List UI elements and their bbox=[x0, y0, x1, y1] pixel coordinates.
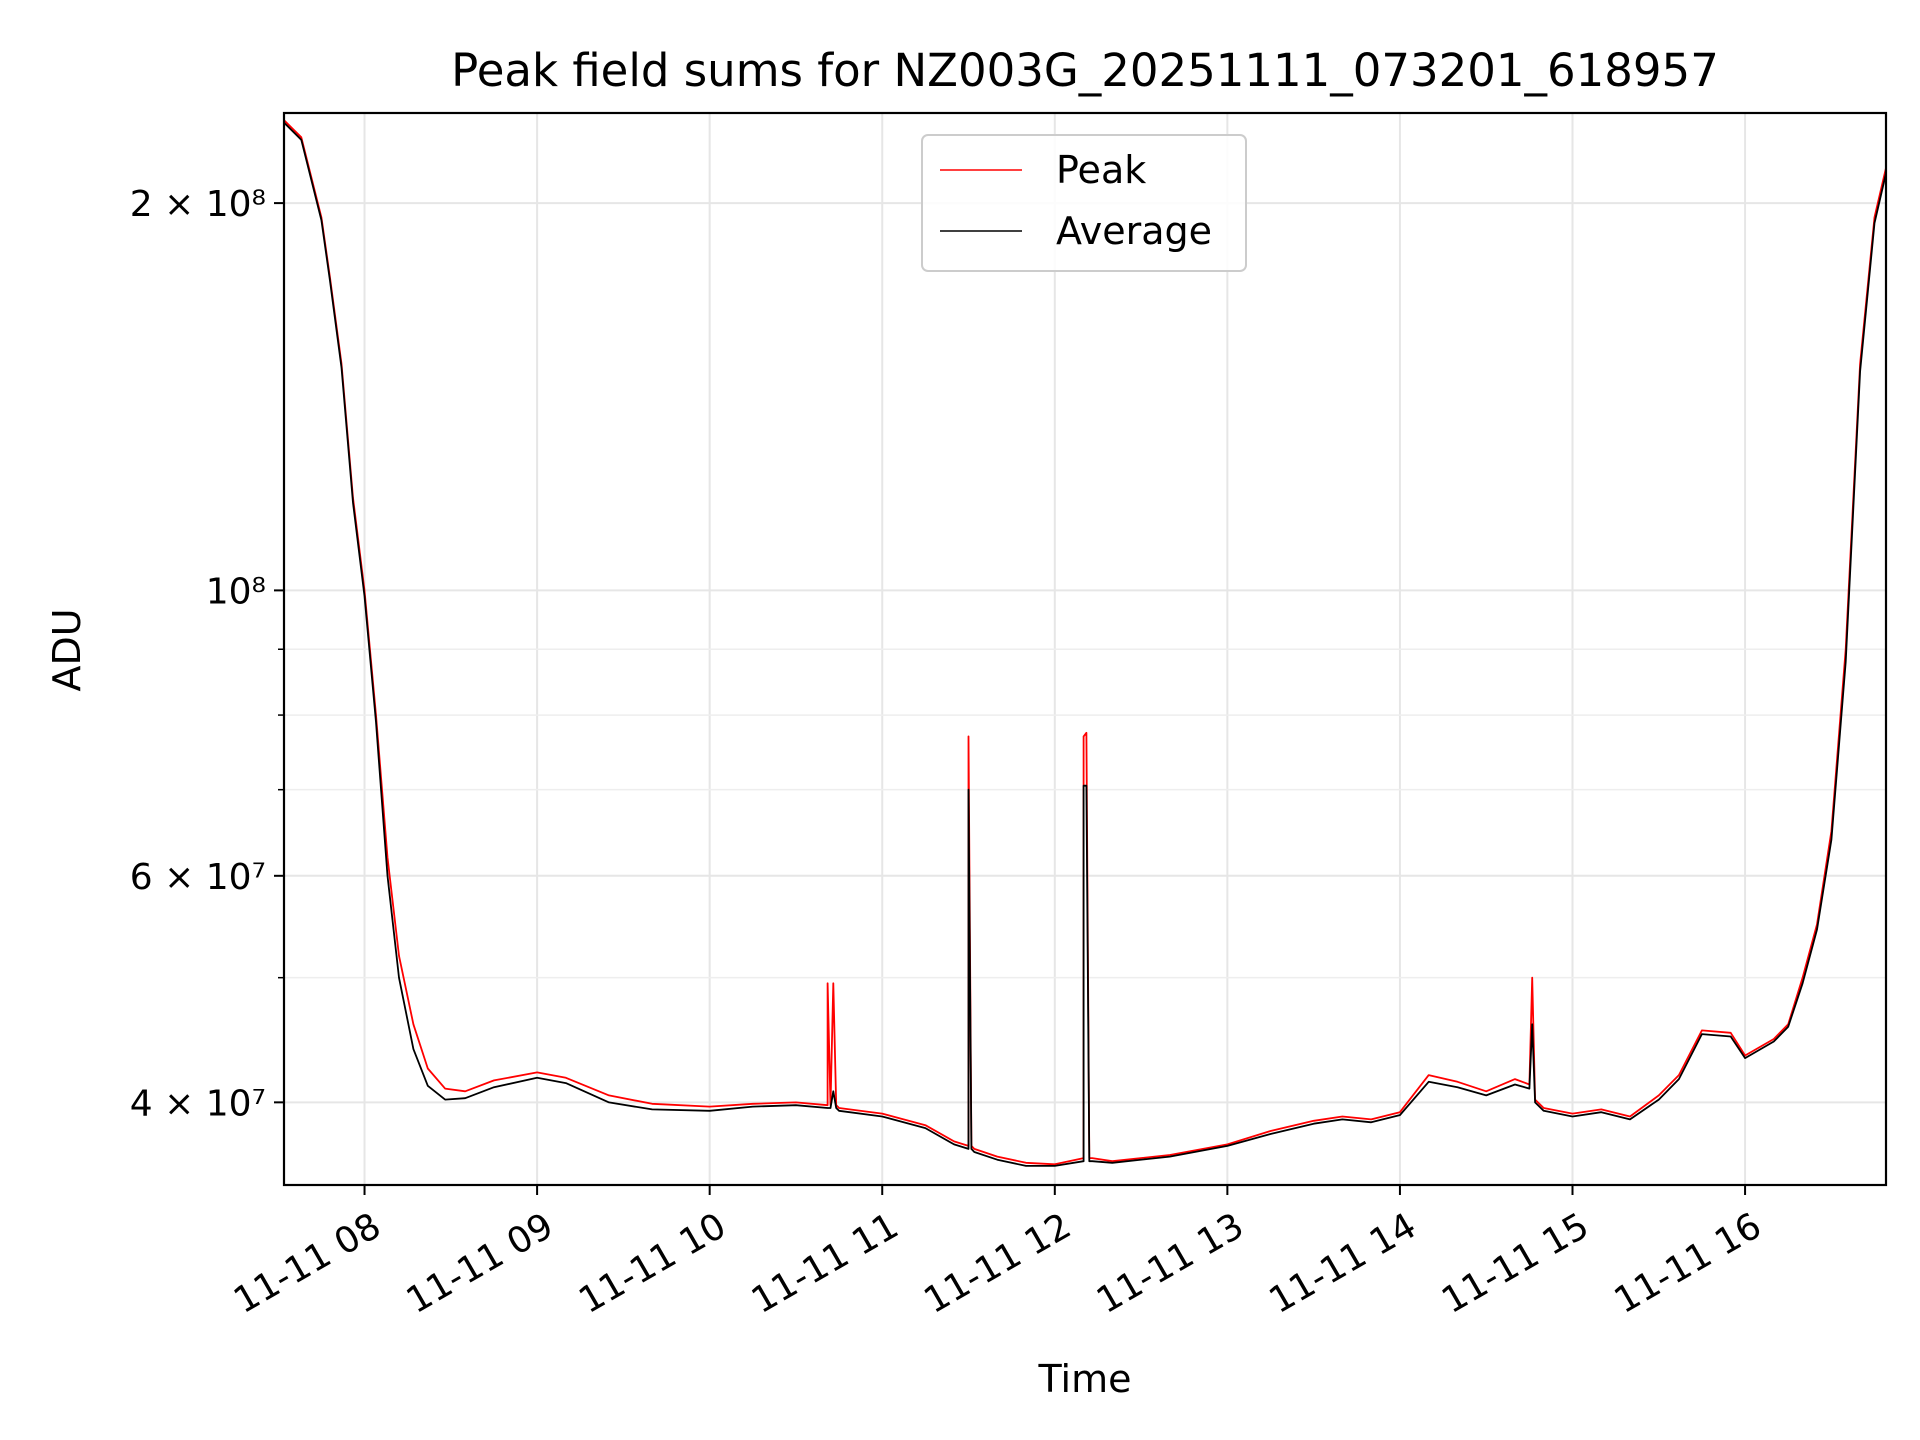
grid bbox=[284, 113, 1886, 1185]
legend-box bbox=[921, 134, 1247, 272]
y-tick-label: 4 × 10⁷ bbox=[130, 1083, 266, 1124]
y-tick-label: 2 × 10⁸ bbox=[130, 184, 266, 225]
chart-title: Peak field sums for NZ003G_20251111_0732… bbox=[451, 44, 1719, 97]
y-tick-label: 6 × 10⁷ bbox=[130, 857, 266, 898]
y-axis: 4 × 10⁷ 6 × 10⁷ 10⁸ 2 × 10⁸ bbox=[130, 184, 284, 1124]
x-axis-label: Time bbox=[1038, 1357, 1132, 1401]
series-group bbox=[284, 119, 1886, 1167]
legend: Peak Average bbox=[921, 134, 1247, 272]
legend-label-average: Average bbox=[1056, 209, 1212, 253]
y-axis-label: ADU bbox=[45, 608, 89, 691]
series-line-peak bbox=[284, 119, 1886, 1166]
series-line-average bbox=[284, 121, 1886, 1167]
y-tick-label: 10⁸ bbox=[206, 571, 266, 612]
legend-label-peak: Peak bbox=[1056, 148, 1146, 192]
